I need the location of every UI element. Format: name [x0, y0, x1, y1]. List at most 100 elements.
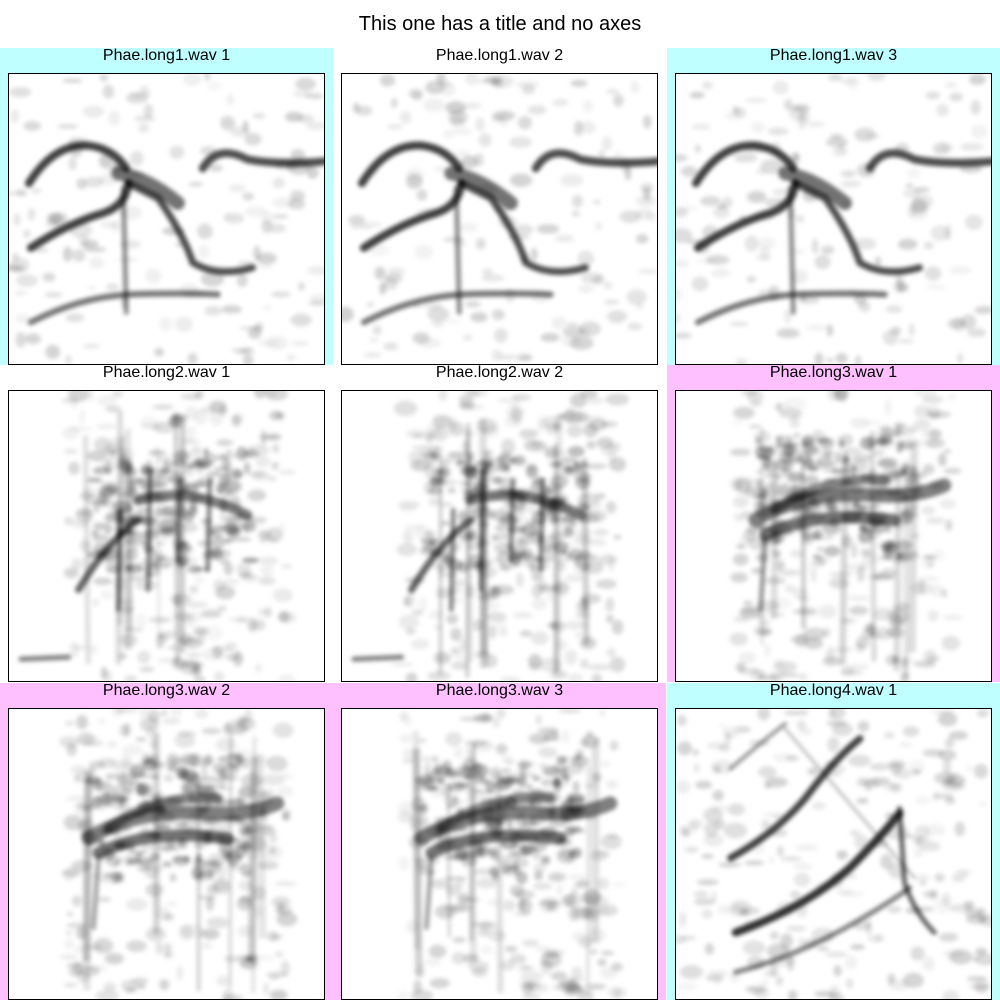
energy-blob — [522, 818, 532, 832]
noise-blob — [825, 137, 849, 148]
energy-blob — [878, 457, 898, 468]
noise-blob — [188, 585, 199, 594]
noise-blob — [200, 271, 225, 287]
noise-blob — [693, 890, 709, 899]
energy-blob — [208, 853, 225, 860]
noise-blob — [387, 124, 403, 130]
noise-blob — [422, 98, 446, 112]
noise-blob — [701, 909, 713, 919]
energy-blob — [424, 451, 438, 464]
noise-blob — [277, 412, 286, 424]
noise-blob — [83, 246, 107, 253]
spectrogram-svg — [397, 709, 628, 999]
noise-blob — [434, 166, 447, 173]
noise-blob — [949, 903, 973, 913]
noise-blob — [600, 950, 615, 956]
noise-blob — [734, 152, 758, 163]
noise-blob — [693, 762, 700, 774]
energy-blob — [532, 849, 541, 861]
noise-blob — [853, 237, 877, 250]
energy-blob — [787, 472, 805, 482]
noise-blob — [193, 575, 205, 585]
noise-blob — [87, 450, 108, 462]
noise-blob — [880, 853, 893, 870]
energy-blob — [175, 767, 189, 780]
noise-blob — [569, 393, 588, 408]
noise-blob — [81, 239, 99, 248]
noise-blob — [265, 391, 278, 399]
noise-blob — [374, 266, 386, 280]
noise-blob — [897, 238, 918, 250]
spectrogram-texture — [397, 709, 628, 999]
noise-blob — [361, 221, 383, 228]
panel-title: Phae.long2.wav 2 — [435, 364, 564, 381]
energy-blob — [860, 548, 871, 558]
noise-blob — [757, 709, 771, 721]
noise-blob — [580, 327, 591, 337]
noise-blob — [793, 432, 801, 439]
energy-blob — [485, 509, 495, 519]
energy-blob — [495, 464, 510, 472]
noise-blob — [601, 136, 613, 151]
harmonic-trace — [205, 477, 213, 573]
noise-blob — [519, 630, 532, 637]
noise-blob — [856, 800, 870, 805]
spectrogram-svg — [342, 74, 657, 363]
noise-blob — [399, 733, 413, 744]
noise-blob — [571, 966, 583, 981]
noise-blob — [717, 904, 729, 915]
energy-blob — [500, 777, 520, 784]
noise-blob — [208, 164, 223, 172]
energy-blob — [802, 458, 814, 469]
noise-blob — [930, 584, 944, 598]
energy-blob — [558, 773, 573, 779]
noise-blob — [95, 989, 120, 999]
spectrogram-plot — [341, 708, 658, 1000]
noise-blob — [729, 632, 748, 646]
noise-blob — [272, 177, 286, 189]
noise-blob — [405, 167, 425, 183]
energy-blob — [481, 843, 492, 855]
noise-blob — [438, 391, 448, 402]
noise-blob — [835, 352, 848, 364]
noise-blob — [612, 881, 626, 888]
noise-blob — [733, 616, 750, 623]
spectrogram-plot — [675, 390, 992, 682]
noise-blob — [676, 934, 687, 945]
noise-blob — [705, 974, 725, 982]
noise-blob — [742, 940, 766, 956]
noise-blob — [515, 572, 524, 587]
noise-blob — [833, 964, 842, 977]
noise-blob — [121, 979, 139, 993]
noise-blob — [751, 121, 765, 134]
panel-1: Phae.long1.wav 1 — [0, 48, 333, 365]
noise-blob — [535, 714, 543, 725]
noise-blob — [780, 933, 793, 949]
noise-blob — [636, 302, 644, 310]
noise-blob — [379, 74, 396, 87]
noise-blob — [533, 862, 547, 874]
noise-blob — [735, 358, 748, 364]
noise-blob — [556, 884, 563, 897]
noise-blob — [248, 470, 266, 479]
energy-blob — [569, 796, 586, 805]
energy-blob — [197, 475, 215, 486]
noise-blob — [550, 971, 568, 981]
noise-blob — [827, 74, 843, 82]
noise-blob — [236, 273, 248, 288]
noise-blob — [272, 214, 289, 219]
striation — [893, 470, 902, 672]
noise-blob — [571, 411, 590, 424]
energy-blob — [91, 796, 103, 808]
energy-blob — [440, 502, 453, 507]
noise-blob — [45, 220, 61, 228]
energy-blob — [92, 522, 107, 530]
energy-blob — [453, 542, 462, 550]
noise-blob — [69, 765, 87, 775]
energy-blob — [441, 521, 450, 526]
noise-blob — [418, 338, 442, 349]
noise-blob — [514, 224, 534, 236]
noise-blob — [120, 754, 132, 770]
noise-blob — [272, 588, 294, 603]
energy-blob — [187, 565, 202, 574]
